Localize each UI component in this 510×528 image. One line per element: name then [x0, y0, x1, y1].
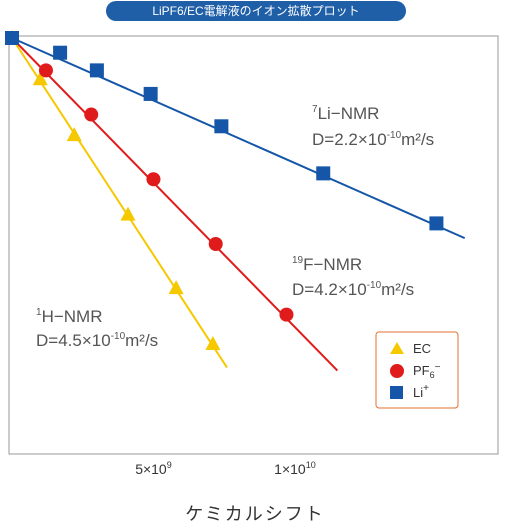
series-ec-point [66, 127, 82, 142]
annotation-h-d: D=4.5×10 [36, 331, 111, 350]
legend-li-base: Li [413, 385, 423, 400]
annotation-f-name: F−NMR [303, 255, 362, 274]
series-pf6-point [146, 172, 161, 187]
legend-pf6-sup: − [435, 362, 441, 373]
x-tick-label-0: 5×109 [135, 460, 172, 477]
annotation-f-exp: -10 [367, 280, 382, 291]
series-pf6-point [38, 63, 53, 78]
legend-li-icon [390, 386, 403, 399]
series-pf6-point [279, 307, 294, 322]
series-li-point [429, 216, 444, 231]
legend-li-sup: + [423, 383, 429, 394]
legend-ec-label: EC [413, 341, 431, 356]
legend-li-label: Li+ [413, 383, 429, 400]
annotation-li-unit: m²/s [401, 130, 434, 149]
series-pf6-point [208, 237, 223, 251]
series-li-point [89, 63, 104, 78]
series-ec-line [11, 37, 228, 369]
chart-title: LiPF6/EC電解液のイオン拡散プロット [106, 1, 406, 21]
series-pf6-point [84, 107, 99, 122]
annotation-h-sup: 1 [36, 307, 42, 318]
legend-pf6-icon [390, 364, 404, 378]
series-layer [4, 30, 466, 372]
x-tick-layer: 5×109 1×1010 [135, 460, 316, 477]
x-axis-label: ケミカルシフト [185, 504, 324, 524]
series-li-point [5, 31, 19, 45]
annotation-h-name: H−NMR [42, 307, 103, 326]
series-li-point [143, 86, 158, 101]
annotation-li-exp: -10 [387, 130, 402, 141]
legend-pf6-base: PF [413, 363, 430, 378]
annotation-h-line2: D=4.5×10-10m²/s [36, 331, 158, 350]
legend-pf6-sub: 6 [430, 370, 435, 380]
series-li-point [214, 119, 229, 134]
annotation-f-line2: D=4.2×10-10m²/s [292, 280, 414, 299]
legend-ec-icon [390, 342, 404, 354]
annotation-li-line1: 7Li−NMR [312, 104, 379, 123]
series-ec-point [205, 336, 221, 351]
annotation-li-name: Li−NMR [318, 104, 380, 123]
annotation-h-line1: 1H−NMR [36, 307, 102, 326]
series-ec-point [168, 280, 184, 295]
series-ec-point [120, 206, 136, 221]
legend-pf6-label: PF6− [413, 362, 441, 380]
x-tick-label-1: 1×1010 [274, 460, 316, 477]
series-ec-point [32, 71, 48, 86]
annotation-f-d: D=4.2×10 [292, 280, 367, 299]
annotation-li-sup: 7 [312, 104, 318, 115]
annotation-li-line2: D=2.2×10-10m²/s [312, 130, 434, 149]
annotation-f-line1: 19F−NMR [292, 255, 362, 274]
annotation-f-unit: m²/s [381, 280, 414, 299]
annotation-h-exp: -10 [111, 331, 126, 342]
annotation-f-sup: 19 [292, 255, 304, 266]
annotation-li-d: D=2.2×10 [312, 130, 387, 149]
legend: EC PF6− Li+ [375, 331, 459, 409]
series-li-point [316, 166, 331, 181]
series-li-point [53, 45, 68, 60]
series-li-line [11, 37, 466, 240]
annotation-h-unit: m²/s [125, 331, 158, 350]
